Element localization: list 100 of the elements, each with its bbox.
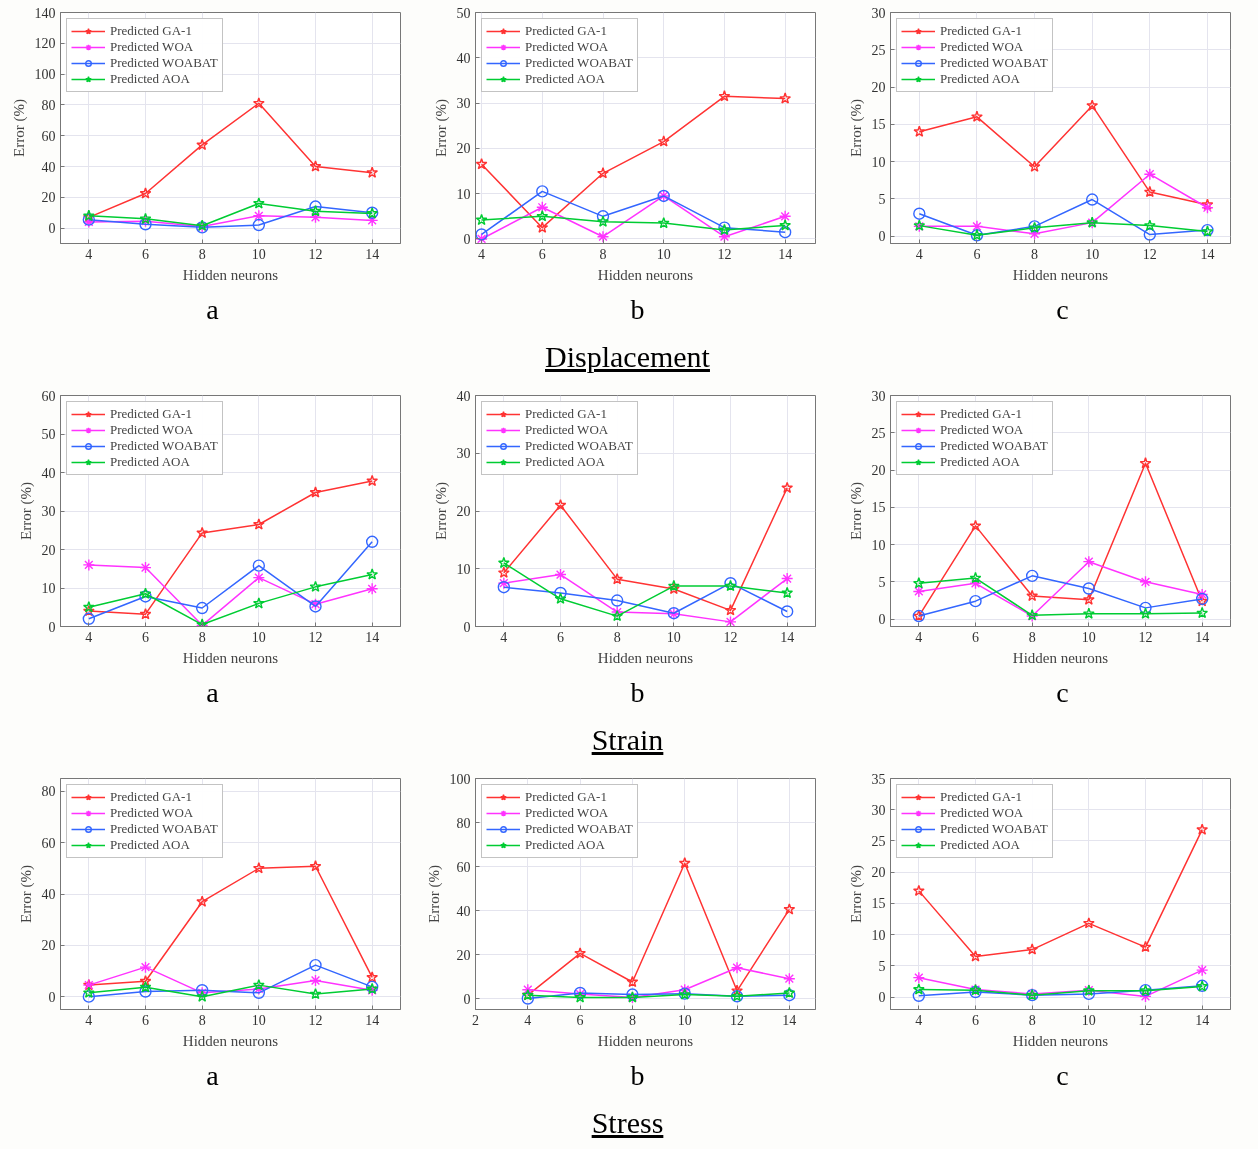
y-tick-label: 50	[41, 427, 56, 442]
x-tick-label: 12	[730, 1012, 745, 1028]
legend-label: Predicted WOA	[525, 805, 609, 821]
legend-label: Predicted WOABAT	[940, 55, 1048, 71]
legend-label: Predicted WOABAT	[940, 438, 1048, 454]
y-tick-label: 15	[871, 500, 886, 516]
legend-label: Predicted WOA	[525, 39, 609, 55]
x-tick-label: 8	[198, 1012, 206, 1028]
legend-label: Predicted AOA	[940, 454, 1020, 470]
legend-label: Predicted WOA	[940, 422, 1024, 438]
y-tick-label: 20	[41, 938, 56, 954]
x-tick-label: 4	[500, 629, 508, 645]
x-tick-label: 8	[1031, 246, 1039, 262]
x-tick-label: 4	[915, 629, 923, 645]
legend-label: Predicted GA-1	[110, 406, 192, 422]
y-tick-label: 30	[871, 802, 886, 818]
x-tick-label: 8	[1028, 1012, 1036, 1028]
legend-label: Predicted WOA	[940, 39, 1024, 55]
x-tick-label: 14	[780, 629, 795, 645]
y-tick-label: 40	[41, 887, 56, 902]
x-tick-label: 12	[717, 246, 732, 262]
y-tick-label: 0	[463, 619, 471, 635]
y-tick-label: 10	[456, 186, 471, 202]
y-axis-title: Error (%)	[425, 865, 443, 923]
y-tick-label: 10	[41, 581, 56, 596]
legend-label: Predicted GA-1	[940, 23, 1022, 39]
y-tick-label: 5	[878, 958, 886, 974]
y-tick-label: 100	[34, 67, 56, 83]
legend-label: Predicted AOA	[940, 71, 1020, 87]
y-tick-label: 0	[463, 991, 471, 1007]
y-tick-label: 10	[871, 154, 886, 170]
y-tick-label: 5	[878, 191, 886, 207]
y-tick-label: 20	[41, 190, 56, 206]
legend-label: Predicted WOABAT	[110, 55, 218, 71]
y-tick-label: 30	[456, 446, 471, 462]
text: c	[1055, 676, 1070, 710]
x-axis-title: Hidden neurons	[1012, 1032, 1109, 1049]
x-tick-label: 14	[1195, 1012, 1210, 1028]
x-tick-label: 4	[915, 246, 923, 262]
y-tick-label: 0	[878, 990, 886, 1006]
x-tick-label: 14	[365, 246, 380, 262]
x-tick-label: 6	[142, 246, 149, 262]
text: c	[1055, 293, 1070, 327]
y-tick-label: 25	[871, 833, 886, 849]
x-tick-label: 8	[599, 246, 607, 262]
legend-label: Predicted AOA	[110, 71, 190, 87]
x-tick-label: 10	[251, 246, 266, 262]
legend-label: Predicted WOABAT	[525, 438, 633, 454]
text: a	[205, 676, 220, 710]
legend-label: Predicted WOA	[110, 39, 194, 55]
y-tick-label: 10	[871, 927, 886, 943]
y-axis-title: Error (%)	[17, 865, 35, 923]
x-tick-label: 12	[308, 246, 323, 262]
legend-label: Predicted GA-1	[940, 406, 1022, 422]
x-tick-label: 6	[576, 1012, 584, 1028]
x-tick-label: 2	[472, 1012, 479, 1028]
x-tick-label: 12	[1142, 246, 1157, 262]
x-tick-label: 8	[628, 1012, 636, 1028]
y-tick-label: 40	[41, 159, 56, 175]
legend-label: Predicted GA-1	[940, 789, 1022, 805]
legend-label: Predicted WOA	[940, 805, 1024, 821]
x-tick-label: 4	[85, 246, 93, 262]
y-tick-label: 25	[871, 42, 886, 58]
y-tick-label: 40	[456, 388, 471, 404]
y-tick-label: 10	[871, 537, 886, 553]
x-axis-title: Hidden neurons	[182, 266, 279, 283]
x-tick-label: 10	[1081, 629, 1096, 645]
text: c	[1055, 1059, 1070, 1093]
y-tick-label: 0	[48, 221, 56, 237]
y-tick-label: 80	[41, 97, 56, 113]
legend-label: Predicted GA-1	[525, 789, 607, 805]
y-tick-label: 0	[48, 989, 56, 1005]
x-tick-label: 10	[1081, 1012, 1096, 1028]
y-tick-label: 60	[41, 128, 56, 144]
legend-label: Predicted AOA	[110, 837, 190, 853]
y-tick-label: 60	[456, 859, 471, 875]
y-tick-label: 20	[871, 865, 886, 881]
legend-label: Predicted WOA	[525, 422, 609, 438]
y-tick-label: 40	[456, 903, 471, 919]
x-axis-title: Hidden neurons	[182, 649, 279, 666]
y-tick-label: 20	[456, 947, 471, 963]
y-tick-label: 15	[871, 896, 886, 912]
y-tick-label: 120	[34, 36, 56, 52]
y-tick-label: 80	[456, 815, 471, 831]
y-axis-title: Error (%)	[432, 482, 450, 540]
x-tick-label: 8	[198, 629, 206, 645]
y-tick-label: 25	[871, 425, 886, 441]
x-tick-label: 6	[142, 629, 149, 645]
x-tick-label: 10	[251, 1012, 266, 1028]
legend-label: Predicted WOABAT	[525, 821, 633, 837]
y-axis-title: Error (%)	[847, 865, 865, 923]
legend-label: Predicted AOA	[110, 454, 190, 470]
x-tick-label: 12	[1138, 1012, 1153, 1028]
x-tick-label: 6	[557, 629, 564, 645]
y-tick-label: 40	[41, 465, 56, 481]
x-tick-label: 14	[1200, 246, 1215, 262]
legend-label: Predicted AOA	[940, 837, 1020, 853]
legend-label: Predicted AOA	[525, 837, 605, 853]
x-tick-label: 10	[251, 629, 266, 645]
y-tick-label: 80	[41, 784, 56, 800]
